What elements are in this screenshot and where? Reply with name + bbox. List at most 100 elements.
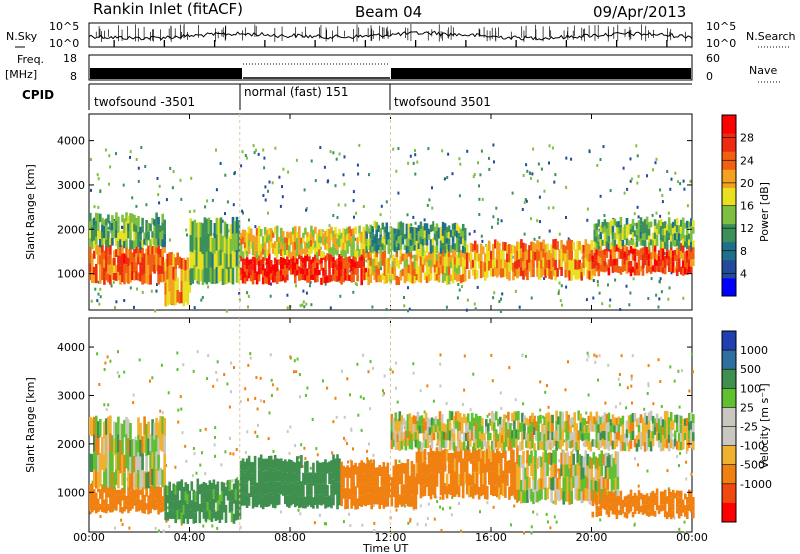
range-cell (406, 459, 410, 471)
range-cell (663, 410, 667, 421)
range-cell (284, 276, 287, 283)
range-cell (362, 266, 365, 274)
range-cell (391, 267, 395, 274)
scatter-cell (463, 388, 466, 392)
range-cell (348, 226, 351, 234)
range-cell (463, 448, 467, 461)
scatter-cell (204, 427, 207, 431)
range-cell (336, 495, 339, 510)
scatter-cell (271, 181, 274, 185)
scatter-cell (443, 177, 446, 181)
scatter-cell (140, 146, 143, 149)
range-cell (633, 230, 637, 237)
range-cell (462, 432, 466, 442)
range-cell (413, 276, 417, 284)
range-cell (89, 255, 92, 264)
range-cell (199, 222, 203, 238)
scatter-cell (433, 517, 436, 521)
scatter-cell (601, 302, 604, 306)
range-cell (692, 432, 695, 442)
range-cell (427, 228, 431, 235)
range-cell (277, 470, 281, 482)
scatter-cell (396, 400, 399, 404)
range-cell (115, 438, 118, 454)
range-cell (457, 257, 461, 266)
range-cell (395, 240, 399, 247)
range-cell (621, 233, 625, 240)
range-cell (239, 472, 243, 484)
scatter-cell (666, 170, 669, 173)
scatter-cell (332, 420, 335, 424)
range-cell (89, 416, 92, 436)
scatter-cell (322, 379, 324, 383)
scatter-cell (372, 366, 375, 370)
range-cell (213, 223, 217, 239)
range-cell (663, 510, 667, 518)
range-cell (123, 494, 126, 501)
range-cell (567, 423, 570, 432)
scatter-cell (135, 204, 138, 208)
range-cell (447, 248, 451, 258)
range-cell (590, 490, 594, 501)
range-cell (245, 458, 249, 471)
range-cell (504, 242, 507, 251)
range-cell (412, 475, 416, 487)
range-cell (275, 249, 279, 258)
scatter-cell (548, 229, 551, 233)
range-cell (111, 453, 114, 472)
range-cell (597, 249, 601, 256)
range-cell (393, 272, 397, 281)
range-cell (613, 232, 617, 240)
range-cell (358, 233, 361, 242)
range-cell (139, 439, 142, 457)
scatter-cell (525, 163, 528, 167)
range-cell (280, 275, 283, 282)
range-cell (546, 464, 549, 476)
range-cell (586, 243, 590, 253)
range-cell (444, 424, 448, 433)
range-cell (127, 215, 130, 224)
range-cell (649, 492, 653, 499)
scatter-cell (157, 529, 160, 533)
range-cell (686, 442, 689, 452)
range-cell (547, 430, 550, 441)
range-cell (549, 416, 552, 425)
range-cell (286, 274, 289, 281)
scatter-cell (103, 368, 106, 371)
range-cell (103, 219, 106, 226)
range-cell (445, 226, 449, 233)
range-cell (316, 460, 319, 473)
scatter-cell (115, 152, 117, 156)
range-cell (143, 471, 146, 490)
range-cell (141, 240, 144, 248)
range-cell (161, 434, 164, 452)
range-cell (667, 250, 671, 256)
range-cell (336, 454, 339, 469)
range-cell (101, 484, 104, 492)
range-cell (576, 450, 579, 463)
range-cell (451, 223, 455, 230)
range-cell (427, 485, 431, 497)
range-cell (316, 496, 319, 509)
range-cell (455, 223, 459, 231)
range-cell (552, 248, 555, 258)
range-cell (449, 463, 453, 475)
range-cell (161, 213, 164, 223)
range-cell (509, 431, 512, 441)
scatter-cell (233, 366, 235, 369)
range-cell (653, 219, 657, 226)
range-cell (135, 253, 138, 263)
range-cell (552, 266, 555, 277)
range-cell (153, 498, 156, 505)
range-cell (129, 500, 132, 506)
noise-trace (88, 24, 693, 47)
range-cell (97, 498, 100, 506)
scatter-cell (224, 173, 227, 177)
scatter-cell (607, 452, 610, 456)
range-cell (681, 244, 685, 253)
range-cell (328, 267, 331, 275)
range-cell (512, 245, 515, 254)
scatter-cell (383, 392, 385, 395)
scatter-cell (117, 350, 119, 354)
range-cell (201, 223, 205, 239)
